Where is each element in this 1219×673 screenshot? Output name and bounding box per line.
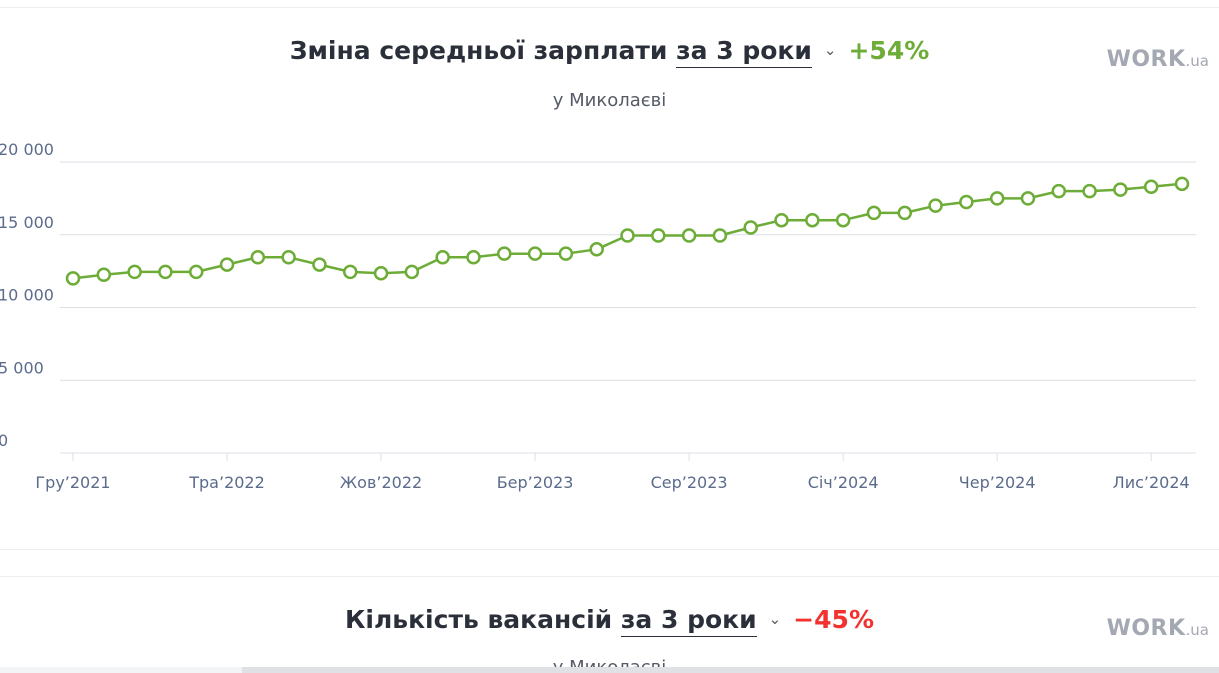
chevron-down-icon[interactable]: ⌄: [768, 610, 782, 628]
horizontal-scrollbar-thumb[interactable]: [0, 667, 242, 673]
data-point: [312, 257, 327, 272]
x-tick-label: Чер’2024: [959, 473, 1036, 492]
data-point: [96, 267, 112, 283]
data-point: [959, 194, 974, 210]
data-point: [158, 264, 173, 280]
data-point: [1143, 179, 1159, 194]
data-point: [250, 250, 266, 265]
data-point: [1113, 182, 1128, 197]
data-point: [989, 191, 1005, 206]
x-tick-label: Жов’2022: [340, 473, 422, 492]
data-point: [1082, 183, 1097, 199]
horizontal-scrollbar-track[interactable]: [0, 667, 1219, 673]
top-divider: [0, 7, 1219, 8]
x-tick-label: Тра’2022: [188, 473, 265, 492]
data-point: [65, 271, 81, 286]
data-point: [497, 246, 512, 261]
data-point: [435, 250, 450, 265]
data-point: [558, 246, 574, 261]
section-divider-1: [0, 549, 1219, 550]
data-point: [188, 264, 204, 280]
data-point: [620, 228, 635, 243]
y-tick-label: 0: [0, 431, 8, 450]
data-point: [774, 212, 789, 228]
salary-title-text: Зміна середньої зарплати: [289, 36, 668, 65]
data-point: [127, 264, 142, 280]
work-ua-logo: WORK.ua: [1106, 47, 1209, 72]
salary-period-dropdown[interactable]: за 3 роки: [676, 36, 812, 68]
data-point: [281, 250, 296, 265]
data-point: [835, 212, 851, 228]
x-tick-label: Сер’2023: [651, 473, 728, 492]
data-point: [404, 264, 420, 280]
data-point: [651, 228, 666, 243]
salary-chart-subtitle: у Миколаєві: [552, 90, 667, 111]
data-point: [743, 220, 758, 235]
x-tick-label: Січ’2024: [808, 473, 879, 492]
data-point: [712, 228, 728, 243]
salary-chart-title: Зміна середньої зарплати за 3 роки ⌄ +54%: [0, 36, 1219, 68]
data-point: [897, 205, 912, 221]
data-point: [373, 266, 389, 281]
data-point: [466, 250, 481, 265]
data-point: [343, 264, 358, 280]
y-tick-label: 15 000: [0, 213, 54, 232]
data-point: [1174, 176, 1190, 192]
vacancies-title-text: Кількість вакансій: [344, 605, 613, 634]
section-divider-2: [0, 576, 1219, 577]
data-point: [589, 242, 604, 257]
vacancies-period-dropdown[interactable]: за 3 роки: [620, 605, 757, 637]
vacancies-change-value: −45%: [793, 605, 875, 634]
y-tick-label: 5 000: [0, 358, 44, 377]
x-tick-label: Бер’2023: [497, 473, 574, 492]
y-tick-label: 10 000: [0, 286, 54, 305]
work-ua-logo: WORK.ua: [1106, 616, 1209, 641]
x-tick-label: Гру’2021: [35, 473, 110, 492]
salary-line-chart: 0 5 000 10 000 15 000 20 000 Гру’2021 Тра’202…: [0, 140, 1196, 492]
salary-change-value: +54%: [848, 36, 930, 65]
vacancies-chart-title: Кількість вакансій за 3 роки ⌄ −45%: [0, 605, 1219, 637]
data-point: [805, 212, 820, 228]
data-point: [1020, 191, 1036, 206]
data-point: [681, 228, 697, 243]
data-point: [219, 257, 235, 272]
data-point: [928, 198, 943, 213]
data-point: [866, 205, 882, 221]
x-tick-label: Лис’2024: [1113, 473, 1190, 492]
data-point: [1051, 183, 1067, 199]
chevron-down-icon[interactable]: ⌄: [823, 41, 837, 59]
y-tick-label: 20 000: [0, 140, 54, 159]
data-point: [527, 246, 543, 261]
